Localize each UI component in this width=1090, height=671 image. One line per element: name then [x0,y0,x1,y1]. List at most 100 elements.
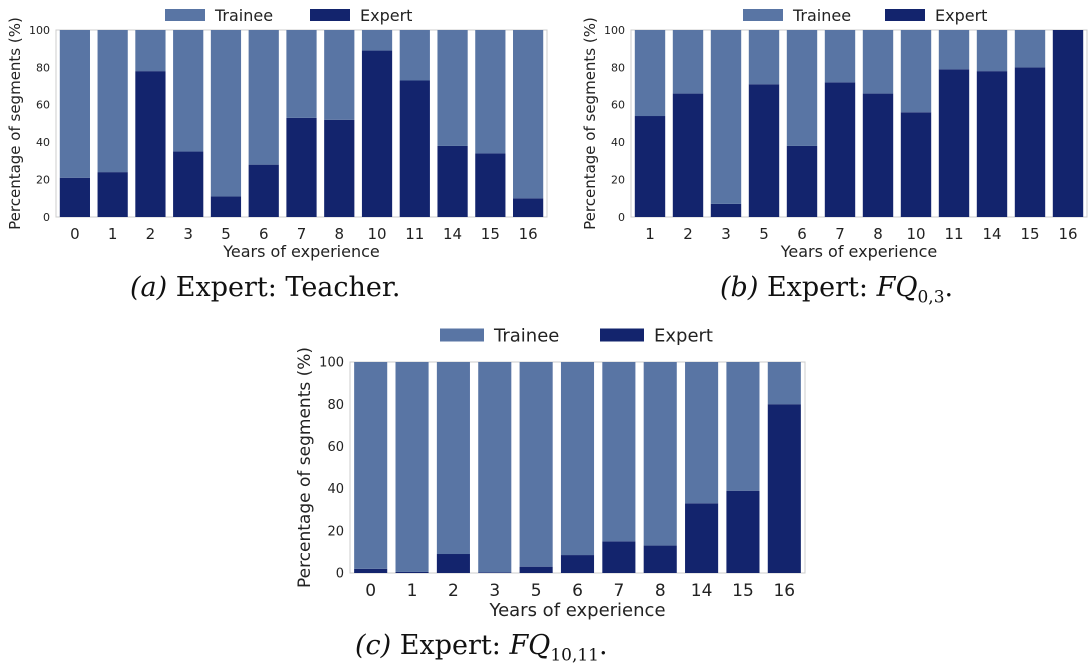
x-tick-label: 6 [259,225,269,243]
legend-swatch-expert [885,9,925,21]
legend-swatch-expert [600,328,644,342]
caption-c-subscript: 10,11 [550,645,599,666]
bar-expert [475,153,506,217]
chart-panel-a: 0 1 2 3 5 6 7 8 10 11 14 15 16 0 20 40 60 80 100 Years of e… [0,0,560,310]
bar-expert [97,172,128,217]
bar-expert [560,555,595,573]
bar-expert [938,69,970,218]
x-tick-label: 0 [70,225,80,243]
caption-b-label: (b) [720,272,759,303]
bar-expert [395,571,429,573]
chart-c: 0 1 2 3 5 6 7 8 14 15 16 0 20 40 60 80 100 Years of exper… [295,325,806,621]
bar-expert [786,145,818,217]
legend-label-trainee: Trainee [792,6,851,25]
bar-expert [685,503,719,573]
x-tick-label: 3 [721,225,731,243]
legend-label-expert: Expert [654,325,713,346]
bar-trainee [475,30,506,154]
caption-b: (b) Expert: FQ0,3. [720,272,953,307]
x-tick-label: 2 [448,581,459,601]
caption-b-math: FQ [876,272,918,303]
caption-b-text: Expert: [766,272,877,303]
caption-a: (a) Expert: Teacher. [130,272,400,303]
caption-c-label: (c) [355,630,392,661]
bar-trainee [399,30,430,81]
bar-trainee [824,30,856,83]
y-tick-label: 20 [327,524,344,539]
bar-trainee [685,362,719,504]
bar-expert [210,196,242,217]
legend-label-trainee: Trainee [493,325,559,346]
bar-trainee [286,30,317,118]
bar-trainee [173,30,204,152]
bar-trainee [354,362,388,569]
bar-trainee [976,30,1008,72]
x-tick-label: 16 [1058,225,1077,243]
x-tick-label: 15 [1020,225,1039,243]
y-tick-label: 20 [611,173,625,186]
y-tick-label: 20 [36,173,50,186]
bar-trainee [361,30,393,51]
bar-expert [437,145,468,217]
caption-c-suffix: . [598,630,608,661]
y-tick-label: 60 [36,99,50,112]
y-tick-label: 100 [319,356,344,371]
x-axis-label: Years of experience [222,242,379,261]
bar-trainee [710,30,742,204]
bar-trainee [900,30,932,113]
bar-expert [862,93,894,217]
caption-c-text: Expert: [399,630,510,661]
bar-trainee [862,30,894,94]
x-tick-label: 8 [873,225,883,243]
chart-panel-c: 0 1 2 3 5 6 7 8 14 15 16 0 20 40 60 80 100 Years of exper… [275,320,835,671]
bar-expert [643,545,677,573]
legend-swatch-trainee [743,9,783,21]
bar-trainee [436,362,470,555]
y-axis-label: Percentage of segments (%) [581,17,599,230]
x-tick-label: 1 [407,581,418,601]
chart-a: 0 1 2 3 5 6 7 8 10 11 14 15 16 0 20 40 60 80 100 Years of e… [6,6,548,261]
x-tick-label: 16 [519,225,538,243]
y-axis-label: Percentage of segments (%) [295,347,315,588]
bar-trainee [248,30,279,165]
x-tick-label: 15 [481,225,500,243]
x-tick-label: 1 [108,225,118,243]
bar-expert [726,490,760,573]
x-tick-label: 14 [443,225,462,243]
x-tick-label: 1 [645,225,655,243]
bar-trainee [395,362,429,572]
bar-expert [354,568,388,573]
x-tick-label: 7 [613,581,624,601]
bar-expert [135,71,166,217]
x-tick-label: 5 [221,225,231,243]
y-tick-label: 40 [611,136,625,149]
x-tick-label: 11 [405,225,424,243]
bar-expert [59,177,90,217]
bar-expert [672,93,704,217]
bar-expert [248,164,279,217]
bar-expert [1052,30,1084,217]
bar-trainee [97,30,128,173]
bar-expert [173,151,204,217]
chart-b: 1 2 3 5 6 7 8 10 11 14 15 16 0 20 40 60 80 100 Years of ex… [581,6,1088,261]
x-tick-label: 3 [489,581,500,601]
y-tick-label: 60 [611,99,625,112]
bar-expert [324,119,355,217]
bar-trainee [437,30,468,146]
legend-label-trainee: Trainee [214,6,273,25]
y-tick-label: 80 [611,61,625,74]
bar-trainee [767,362,801,405]
x-tick-label: 11 [944,225,963,243]
x-tick-label: 10 [906,225,925,243]
legend-swatch-trainee [440,328,484,342]
x-tick-label: 0 [365,581,376,601]
bar-expert [513,198,544,217]
x-tick-label: 14 [982,225,1001,243]
y-tick-label: 80 [327,398,344,413]
y-tick-label: 0 [336,567,344,582]
bar-trainee [513,30,544,199]
bar-trainee [602,362,636,542]
plot-frame [630,29,1088,218]
bar-trainee [726,362,760,491]
x-tick-label: 5 [759,225,769,243]
